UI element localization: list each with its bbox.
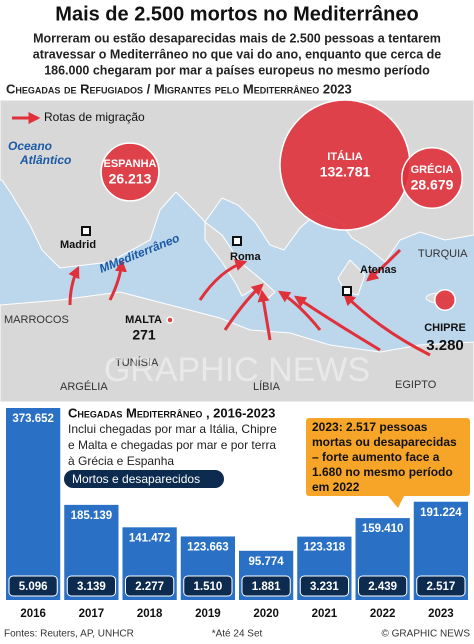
death-label: 2.277 [135, 581, 164, 593]
bar-value-label: 123.318 [304, 542, 346, 554]
legend-label: Rotas de migração [44, 110, 145, 124]
chart-note: Inclui chegadas por mar a Itália, Chipre [68, 422, 277, 436]
annotation-line: mortas ou desaparecidas [312, 435, 457, 449]
death-box [416, 575, 466, 597]
country-label: EGIPTO [395, 379, 437, 391]
annotation-line: 1.680 no mesmo período [312, 465, 453, 479]
annotation-line: – forte aumento face a [312, 450, 440, 464]
annotation-line: em 2022 [312, 480, 360, 494]
ocean-label: Oceano [8, 139, 52, 153]
bar-value-label: 95.774 [249, 556, 285, 568]
title: Mais de 2.500 mortos no Mediterrâneo [55, 3, 418, 25]
x-tick-label: 2019 [195, 608, 221, 620]
city-label: Roma [230, 251, 261, 263]
ocean-label: Atlântico [19, 153, 71, 167]
death-box [125, 575, 175, 597]
country-label: MARROCOS [4, 314, 69, 326]
map-title: Chegadas de Refugiados / Migrantes pelo … [6, 81, 352, 96]
bubble-name: CHIPRE [424, 322, 466, 334]
x-tick-label: 2017 [79, 608, 105, 620]
chart-text: Chegadas Mediterrâneo , 2016-2023 Inclui… [64, 405, 277, 488]
city-label: Madrid [60, 239, 96, 251]
bar-value-label: 191.224 [420, 507, 462, 519]
country-label: TURQUIA [418, 248, 468, 260]
death-label: 1.510 [193, 581, 222, 593]
watermark: GRAPHIC NEWS [104, 351, 370, 389]
subtitle-line: Morreram ou estão desaparecidas mais de … [33, 31, 441, 45]
chart-note: à Grécia e Espanha [68, 454, 174, 468]
death-box [241, 575, 291, 597]
sources: Fontes: Reuters, AP, UNHCR [4, 629, 134, 640]
x-tick-label: 2021 [312, 608, 338, 620]
bar-chart: 373.652 5.096 2016 185.139 3.139 2017 141.472 2… [6, 408, 468, 620]
bubble [401, 147, 463, 209]
bubble-value: 132.781 [320, 164, 371, 180]
x-tick-label: 2023 [428, 608, 454, 620]
city-label: Atenas [360, 264, 397, 276]
legend-swatch [64, 470, 224, 488]
bubble-value: 271 [132, 327, 156, 343]
bubble-name: GRÉCIA [411, 163, 454, 176]
country-label: LÍBIA [253, 380, 281, 393]
x-tick-label: 2022 [370, 608, 396, 620]
bubble-name: MALTA [125, 314, 162, 326]
bar-value-label: 185.139 [71, 510, 113, 522]
death-box [299, 575, 349, 597]
death-box [8, 575, 58, 597]
chart-title: Chegadas Mediterrâneo , 2016-2023 [68, 405, 275, 420]
country-label: ARGÉLIA [60, 380, 108, 393]
subtitle-line: atravessar o Mediterrâneo no que vai do … [33, 47, 441, 61]
annotation-box [306, 418, 470, 496]
bubble-name: ESPANHA [104, 158, 157, 170]
bubble [166, 316, 174, 324]
bubble-value: 3.280 [426, 337, 464, 354]
x-tick-label: 2016 [20, 608, 46, 620]
subtitle-line: 186.000 chegaram por mar a países europe… [44, 63, 430, 77]
country-label: TUNÍSIA [115, 356, 159, 369]
x-tick-label: 2020 [253, 608, 279, 620]
bar [6, 408, 61, 600]
x-tick-label: 2018 [137, 608, 163, 620]
death-label: 3.139 [77, 581, 106, 593]
death-box [358, 575, 408, 597]
bubble-value: 28.679 [411, 177, 454, 193]
bubble-name: ITÁLIA [327, 150, 362, 163]
bar-value-label: 123.663 [187, 541, 229, 553]
death-label: 5.096 [19, 581, 48, 593]
credit: © GRAPHIC NEWS [382, 629, 471, 640]
bubble-value: 26.213 [109, 171, 152, 187]
death-label: 2.517 [426, 581, 455, 593]
bubble [100, 142, 160, 202]
death-label: 3.231 [310, 581, 339, 593]
legend-label: Mortos e desaparecidos [72, 472, 200, 486]
annotation-line: 2023: 2.517 pessoas [312, 420, 428, 434]
bar-value-label: 373.652 [12, 413, 54, 425]
death-box [66, 575, 116, 597]
footnote: *Até 24 Set [212, 629, 263, 640]
bubble [434, 289, 456, 311]
death-label: 2.439 [368, 581, 397, 593]
bar-value-label: 159.410 [362, 523, 404, 535]
death-box [183, 575, 233, 597]
death-label: 1.881 [252, 581, 281, 593]
chart-note: e Malta e chegadas por mar e por terra [68, 438, 276, 452]
bar-value-label: 141.472 [129, 532, 171, 544]
